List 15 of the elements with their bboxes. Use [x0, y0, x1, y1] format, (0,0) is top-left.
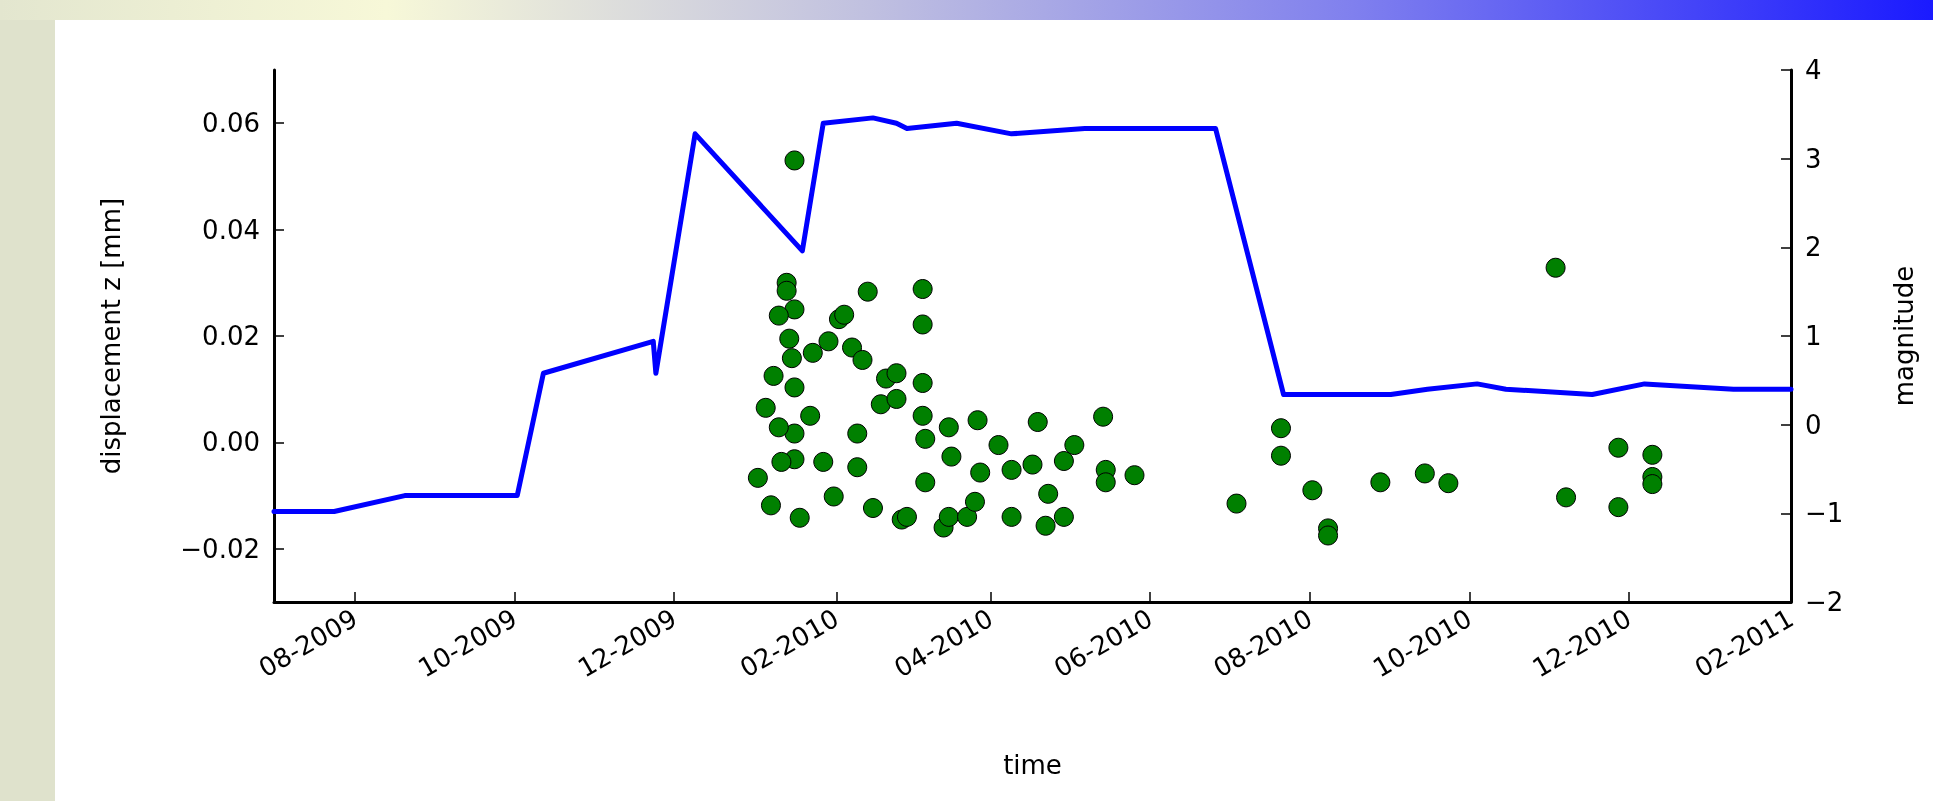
y-axis-title: displacement z [mm]	[96, 197, 126, 475]
y2-tick-label: −1	[1805, 498, 1844, 529]
y2-tick-label: 2	[1805, 232, 1822, 263]
y2-tick-label: 4	[1805, 55, 1822, 85]
y2-tick-label: −2	[1805, 587, 1844, 617]
y-tick-label: 0.06	[202, 108, 260, 139]
y2-tick-label: 3	[1805, 143, 1822, 174]
y-tick-label: 0.02	[202, 321, 260, 351]
y2-axis-title: magnitude	[1889, 265, 1919, 407]
y-tick-label: 0.04	[202, 214, 260, 245]
y2-tick-label: 1	[1805, 321, 1822, 351]
x-axis-title: time	[1003, 750, 1062, 780]
y2-tick-label: 0	[1805, 409, 1822, 440]
y-tick-label: −0.02	[180, 533, 260, 564]
y-tick-label: 0.00	[202, 427, 260, 458]
